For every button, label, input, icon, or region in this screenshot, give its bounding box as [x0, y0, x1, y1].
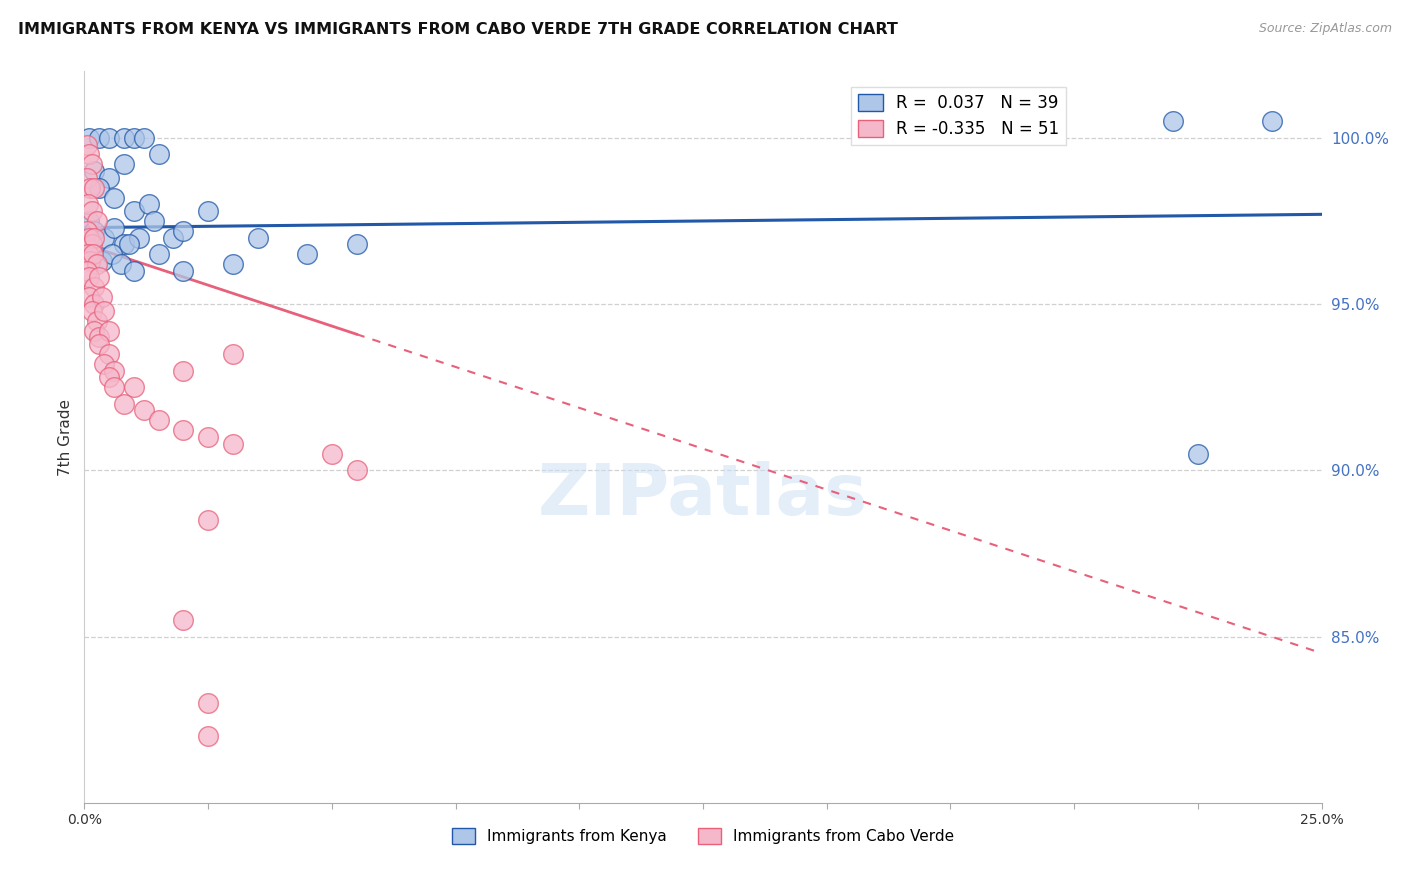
Point	[197, 729, 219, 743]
Point	[76, 224, 98, 238]
Point	[83, 297, 105, 311]
Point	[138, 197, 160, 211]
Point	[132, 403, 155, 417]
Point	[172, 363, 194, 377]
Point	[112, 397, 135, 411]
Point	[128, 230, 150, 244]
Point	[222, 436, 245, 450]
Point	[83, 224, 105, 238]
Point	[80, 303, 103, 318]
Point	[79, 290, 101, 304]
Point	[162, 230, 184, 244]
Point	[79, 270, 101, 285]
Point	[83, 230, 105, 244]
Point	[148, 413, 170, 427]
Text: Source: ZipAtlas.com: Source: ZipAtlas.com	[1258, 22, 1392, 36]
Point	[77, 197, 100, 211]
Point	[197, 513, 219, 527]
Point	[89, 270, 111, 285]
Point	[148, 147, 170, 161]
Point	[90, 253, 112, 268]
Point	[122, 264, 145, 278]
Point	[295, 247, 318, 261]
Point	[197, 430, 219, 444]
Point	[86, 257, 108, 271]
Y-axis label: 7th Grade: 7th Grade	[58, 399, 73, 475]
Point	[80, 157, 103, 171]
Point	[142, 214, 165, 228]
Point	[1161, 114, 1184, 128]
Point	[172, 613, 194, 627]
Point	[79, 131, 101, 145]
Point	[197, 204, 219, 219]
Point	[122, 131, 145, 145]
Point	[79, 214, 101, 228]
Point	[89, 337, 111, 351]
Point	[86, 314, 108, 328]
Point	[197, 696, 219, 710]
Point	[82, 247, 104, 261]
Point	[80, 247, 103, 261]
Point	[89, 180, 111, 194]
Point	[100, 247, 122, 261]
Point	[112, 131, 135, 145]
Point	[83, 180, 105, 194]
Point	[222, 347, 245, 361]
Point	[112, 157, 135, 171]
Point	[79, 180, 101, 194]
Point	[122, 204, 145, 219]
Text: IMMIGRANTS FROM KENYA VS IMMIGRANTS FROM CABO VERDE 7TH GRADE CORRELATION CHART: IMMIGRANTS FROM KENYA VS IMMIGRANTS FROM…	[18, 22, 898, 37]
Point	[98, 170, 121, 185]
Point	[83, 280, 105, 294]
Point	[112, 237, 135, 252]
Point	[80, 204, 103, 219]
Point	[98, 347, 121, 361]
Point	[103, 191, 125, 205]
Point	[90, 290, 112, 304]
Point	[93, 230, 115, 244]
Point	[321, 447, 343, 461]
Point	[76, 170, 98, 185]
Point	[132, 131, 155, 145]
Point	[1261, 114, 1284, 128]
Point	[89, 330, 111, 344]
Point	[172, 424, 194, 438]
Point	[76, 264, 98, 278]
Point	[118, 237, 141, 252]
Point	[172, 264, 194, 278]
Point	[76, 137, 98, 152]
Point	[110, 257, 132, 271]
Point	[103, 380, 125, 394]
Point	[93, 357, 115, 371]
Point	[246, 230, 269, 244]
Point	[86, 214, 108, 228]
Point	[172, 224, 194, 238]
Legend: Immigrants from Kenya, Immigrants from Cabo Verde: Immigrants from Kenya, Immigrants from C…	[446, 822, 960, 850]
Point	[222, 257, 245, 271]
Point	[83, 164, 105, 178]
Point	[79, 230, 101, 244]
Point	[346, 237, 368, 252]
Point	[148, 247, 170, 261]
Point	[122, 380, 145, 394]
Point	[83, 324, 105, 338]
Point	[77, 247, 100, 261]
Point	[79, 147, 101, 161]
Point	[93, 303, 115, 318]
Point	[98, 370, 121, 384]
Point	[1187, 447, 1209, 461]
Point	[346, 463, 368, 477]
Point	[80, 237, 103, 252]
Point	[103, 220, 125, 235]
Point	[79, 253, 101, 268]
Point	[89, 131, 111, 145]
Point	[103, 363, 125, 377]
Point	[98, 131, 121, 145]
Point	[98, 324, 121, 338]
Text: ZIPatlas: ZIPatlas	[538, 461, 868, 530]
